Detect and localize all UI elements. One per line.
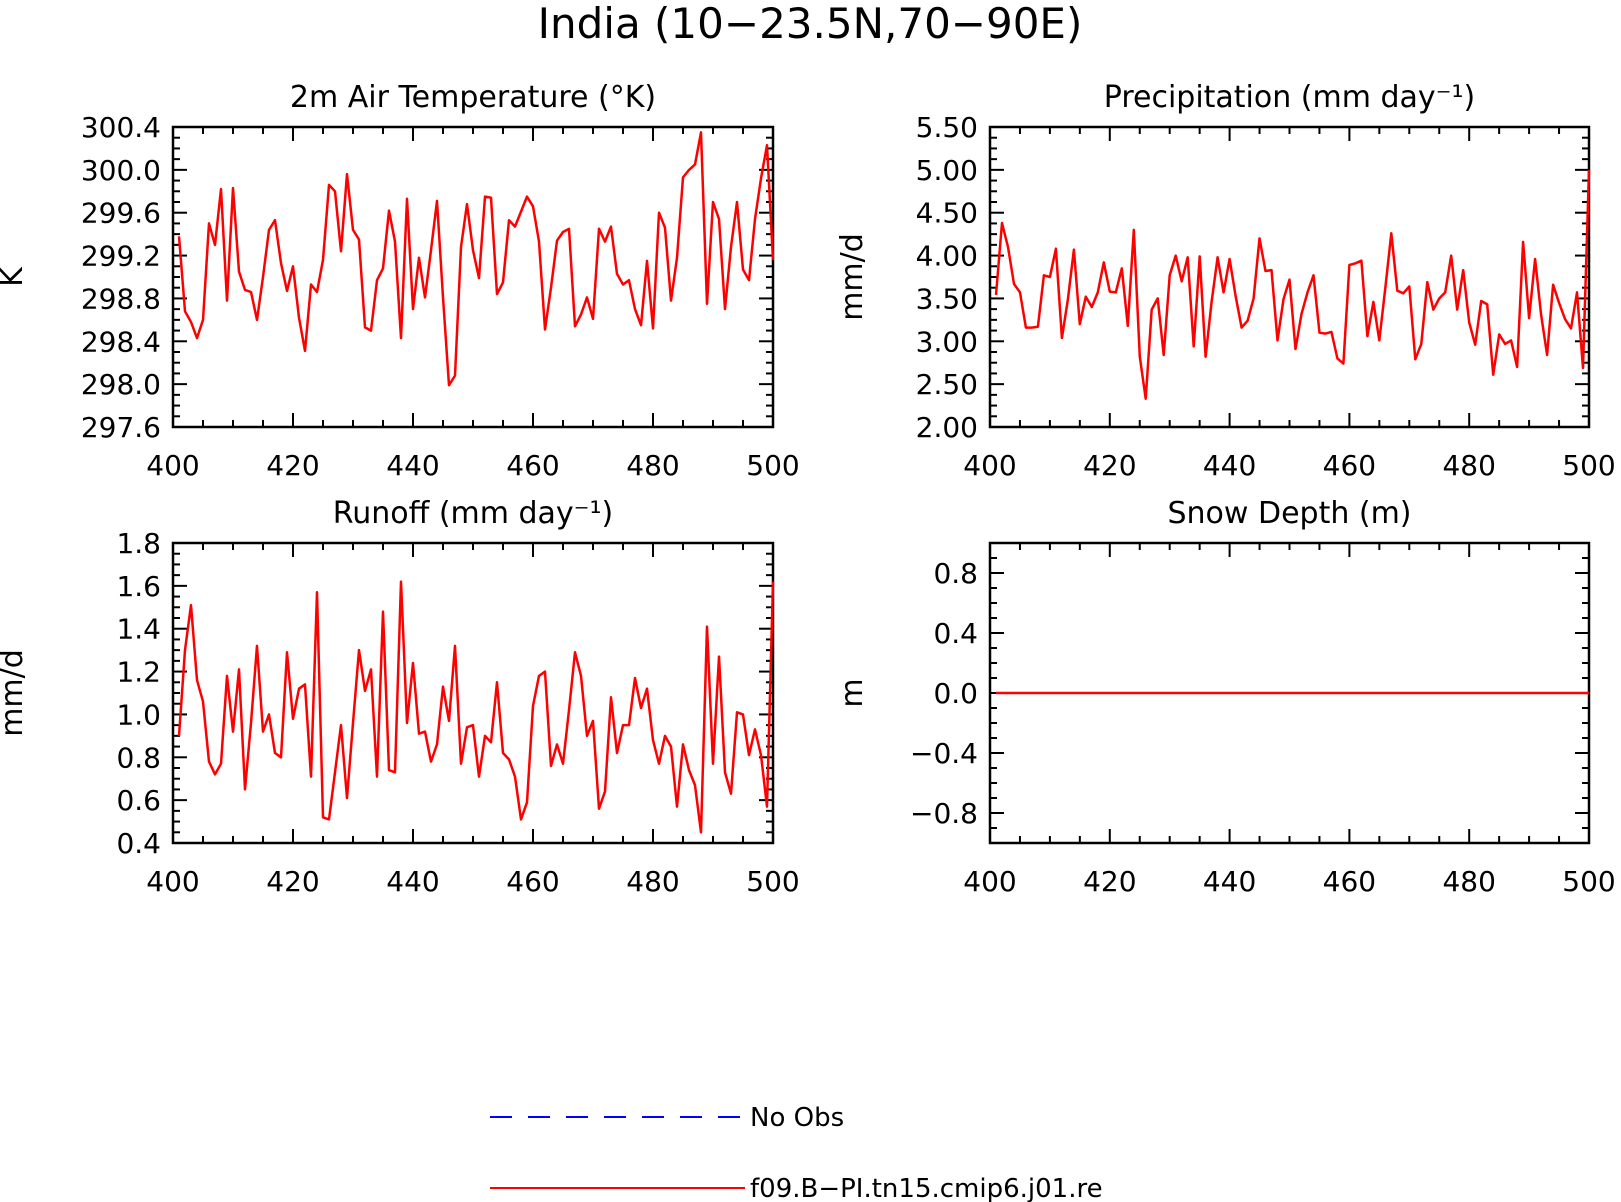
y-tick-label: 298.4 bbox=[81, 325, 161, 358]
y-tick-label: 2.00 bbox=[916, 411, 978, 444]
legend-label-no-obs: No Obs bbox=[750, 1103, 844, 1133]
y-axis-label: m bbox=[835, 678, 870, 707]
x-tick-label: 500 bbox=[746, 865, 799, 898]
x-tick-label: 480 bbox=[626, 865, 679, 898]
plot-frame bbox=[988, 125, 1591, 429]
x-tick-label: 440 bbox=[1203, 865, 1256, 898]
legend: No Obs f09.B−PI.tn15.cmip6.j01.re bbox=[490, 1103, 1103, 1202]
y-tick-label: 5.50 bbox=[916, 111, 978, 144]
y-tick-label: 0.8 bbox=[933, 557, 978, 590]
series-line bbox=[177, 131, 775, 387]
x-tick-label: 500 bbox=[1562, 865, 1615, 898]
x-tick-label: 460 bbox=[1323, 865, 1376, 898]
x-tick-label: 420 bbox=[1083, 449, 1136, 482]
x-tick-label: 440 bbox=[1203, 449, 1256, 482]
y-tick-label: −0.8 bbox=[910, 797, 978, 830]
panel-title: 2m Air Temperature (°K) bbox=[290, 80, 656, 115]
y-tick-label: −0.4 bbox=[910, 737, 978, 770]
y-tick-label: 1.2 bbox=[116, 656, 161, 689]
y-tick-label: 298.0 bbox=[81, 368, 161, 401]
plot-frame bbox=[171, 541, 775, 845]
x-tick-label: 500 bbox=[1562, 449, 1615, 482]
x-tick-label: 460 bbox=[506, 865, 559, 898]
x-tick-label: 500 bbox=[746, 449, 799, 482]
panel-1: 2m Air Temperature (°K) K 400 420 440 460 480 5… bbox=[0, 80, 800, 482]
x-tick-label: 480 bbox=[1442, 865, 1495, 898]
y-tick-label: 1.8 bbox=[116, 527, 161, 560]
x-tick-label: 400 bbox=[146, 865, 199, 898]
y-tick-label: 300.0 bbox=[81, 154, 161, 187]
y-tick-label: 299.6 bbox=[81, 197, 161, 230]
y-tick-label: 297.6 bbox=[81, 411, 161, 444]
x-tick-label: 400 bbox=[146, 449, 199, 482]
panel-2: Precipitation (mm day⁻¹) mm/d 400 420 440 460… bbox=[835, 80, 1616, 482]
x-tick-label: 460 bbox=[1323, 449, 1376, 482]
y-tick-label: 300.4 bbox=[81, 111, 161, 144]
y-tick-label: 3.50 bbox=[916, 282, 978, 315]
x-tick-label: 480 bbox=[626, 449, 679, 482]
y-tick-label: 1.4 bbox=[116, 613, 161, 646]
y-axis-label: mm/d bbox=[835, 233, 870, 321]
x-tick-label: 460 bbox=[506, 449, 559, 482]
panel-title: Precipitation (mm day⁻¹) bbox=[1104, 80, 1475, 115]
y-tick-label: 0.0 bbox=[933, 677, 978, 710]
y-tick-label: 4.50 bbox=[916, 197, 978, 230]
series-line bbox=[994, 169, 1591, 400]
panel-title: Snow Depth (m) bbox=[1167, 496, 1411, 531]
y-tick-label: 0.4 bbox=[933, 617, 978, 650]
figure-title: India (10−23.5N,70−90E) bbox=[538, 0, 1083, 48]
y-tick-label: 0.4 bbox=[116, 827, 161, 860]
y-tick-label: 299.2 bbox=[81, 240, 161, 273]
y-tick-label: 0.8 bbox=[116, 741, 161, 774]
x-tick-label: 440 bbox=[386, 449, 439, 482]
x-tick-label: 400 bbox=[963, 449, 1016, 482]
y-tick-label: 298.8 bbox=[81, 282, 161, 315]
y-tick-label: 4.00 bbox=[916, 240, 978, 273]
y-tick-label: 1.0 bbox=[116, 698, 161, 731]
panel-4: Snow Depth (m) m 400 420 440 460 480 500 −0.8 −0.… bbox=[835, 496, 1616, 898]
y-tick-label: 0.6 bbox=[116, 784, 161, 817]
panel-title: Runoff (mm day⁻¹) bbox=[333, 496, 614, 531]
y-axis-label: K bbox=[0, 266, 30, 287]
x-tick-label: 440 bbox=[386, 865, 439, 898]
x-tick-label: 420 bbox=[266, 449, 319, 482]
y-tick-label: 3.00 bbox=[916, 325, 978, 358]
x-tick-label: 480 bbox=[1442, 449, 1495, 482]
x-tick-label: 420 bbox=[1083, 865, 1136, 898]
y-tick-label: 1.6 bbox=[116, 570, 161, 603]
x-tick-label: 400 bbox=[963, 865, 1016, 898]
y-axis-label: mm/d bbox=[0, 649, 30, 737]
panel-3: Runoff (mm day⁻¹) mm/d 400 420 440 460 480 500 0… bbox=[0, 496, 800, 898]
x-tick-label: 420 bbox=[266, 865, 319, 898]
legend-label-model: f09.B−PI.tn15.cmip6.j01.re bbox=[750, 1174, 1103, 1202]
y-tick-label: 2.50 bbox=[916, 368, 978, 401]
series-line bbox=[177, 580, 775, 834]
y-tick-label: 5.00 bbox=[916, 154, 978, 187]
